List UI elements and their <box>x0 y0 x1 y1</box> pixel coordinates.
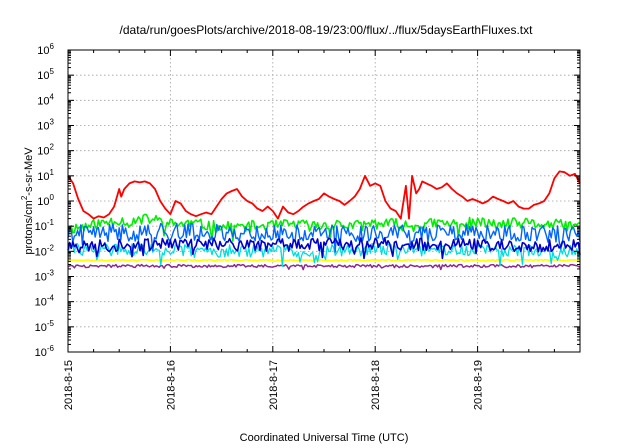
series-line-5 <box>67 258 581 263</box>
x-tick-label: 2018-8-19 <box>473 360 485 410</box>
y-tick-label: 10-2 <box>35 243 55 258</box>
x-tick-label: 2018-8-18 <box>370 360 382 410</box>
y-tick-label: 103 <box>37 118 54 133</box>
y-axis-label: protons/cm2-s-sr-MeV <box>20 147 35 255</box>
x-axis: 2018-8-15 2018-8-16 2018-8-17 2018-8-18 2018… <box>63 50 555 410</box>
y-tick-label: 100 <box>37 193 54 208</box>
x-tick-label: 2018-8-17 <box>268 360 280 410</box>
x-tick-label: 2018-8-15 <box>63 360 75 410</box>
y-tick-label: 10-6 <box>35 344 55 359</box>
series-line-0 <box>67 170 581 220</box>
y-tick-label: 105 <box>37 67 54 82</box>
y-tick-label: 101 <box>37 168 54 183</box>
series-line-4 <box>67 237 581 260</box>
y-tick-label: 102 <box>37 143 54 158</box>
y-tick-label: 106 <box>37 42 54 57</box>
series-line-1 <box>67 213 581 242</box>
y-axis: 10-6 10-5 10-4 10-3 10-2 10-1 100 101 102 103 104 1… <box>35 42 580 359</box>
chart-title: /data/run/goesPlots/archive/2018-08-19/2… <box>120 23 534 37</box>
x-axis-label: Coordinated Universal Time (UTC) <box>240 432 409 444</box>
x-tick-label: 2018-8-16 <box>165 360 177 410</box>
y-tick-label: 10-5 <box>35 319 55 334</box>
y-tick-label: 10-1 <box>35 218 55 233</box>
series-lines <box>67 170 581 271</box>
y-tick-label: 10-3 <box>35 269 55 284</box>
series-line-6 <box>67 263 581 271</box>
y-tick-label: 104 <box>37 92 54 107</box>
y-tick-label: 10-4 <box>35 294 55 309</box>
